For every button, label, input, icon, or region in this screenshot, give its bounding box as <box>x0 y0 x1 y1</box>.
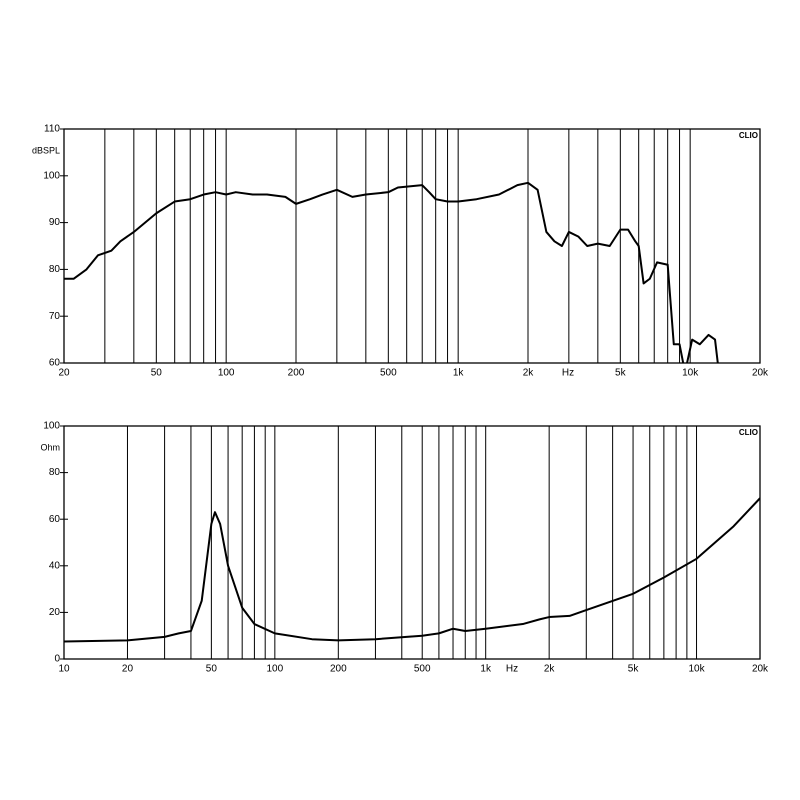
y-tick-label: 90 <box>49 217 61 228</box>
x-tick-label: 200 <box>288 368 305 379</box>
chart: 10 20 50 100 200 500 1k 2k 5k 10k 20k 0 20 40 60 80 100 O… <box>40 421 769 675</box>
x-tick-label: 100 <box>266 664 283 675</box>
watermark: CLIO <box>739 131 758 140</box>
y-tick-label: 100 <box>43 170 60 181</box>
y-tick-label: 100 <box>43 421 60 432</box>
x-tick-label: 2k <box>544 664 556 675</box>
x-tick-label: 10k <box>682 368 699 379</box>
x-tick-label: 2k <box>523 368 535 379</box>
y-tick-label: 70 <box>49 311 61 322</box>
watermark: CLIO <box>739 428 758 437</box>
x-tick-label: 1k <box>480 664 492 675</box>
y-tick-label: 110 <box>44 124 60 135</box>
x-tick-label: 50 <box>206 664 218 675</box>
y-tick-label: 60 <box>49 358 61 369</box>
y-tick-label: 60 <box>49 514 61 525</box>
curve <box>64 181 719 363</box>
x-tick-label: 1k <box>453 368 465 379</box>
y-tick-label: 80 <box>49 467 61 478</box>
x-tick-label: 10k <box>688 664 705 675</box>
x-tick-label: 20 <box>122 664 134 675</box>
chart: 20 50 100 200 500 1k 2k 5k 10k 20k 60 70 80 90 100 110 d… <box>32 124 769 379</box>
x-tick-label: 500 <box>414 664 431 675</box>
x-tick-label: 20 <box>58 368 70 379</box>
y-tick-label: 80 <box>49 264 61 275</box>
x-tick-label: 500 <box>380 368 397 379</box>
x-tick-label: 10 <box>58 664 70 675</box>
x-tick-label: 20k <box>752 368 769 379</box>
x-tick-label: 20k <box>752 664 769 675</box>
curve <box>64 497 760 643</box>
x-tick-label: 100 <box>218 368 235 379</box>
plot-frame <box>63 128 761 364</box>
y-axis-label: Ohm <box>40 442 60 452</box>
y-axis-label: dBSPL <box>32 145 60 155</box>
x-axis-label: Hz <box>562 368 574 379</box>
x-tick-label: 5k <box>628 664 640 675</box>
x-tick-label: 5k <box>615 368 627 379</box>
x-tick-label: 200 <box>330 664 347 675</box>
x-axis-label: Hz <box>506 664 518 675</box>
y-tick-label: 40 <box>49 560 61 571</box>
x-tick-label: 50 <box>151 368 163 379</box>
plot-frame <box>63 425 761 660</box>
y-tick-label: 20 <box>49 607 61 618</box>
y-tick-label: 0 <box>54 654 60 665</box>
